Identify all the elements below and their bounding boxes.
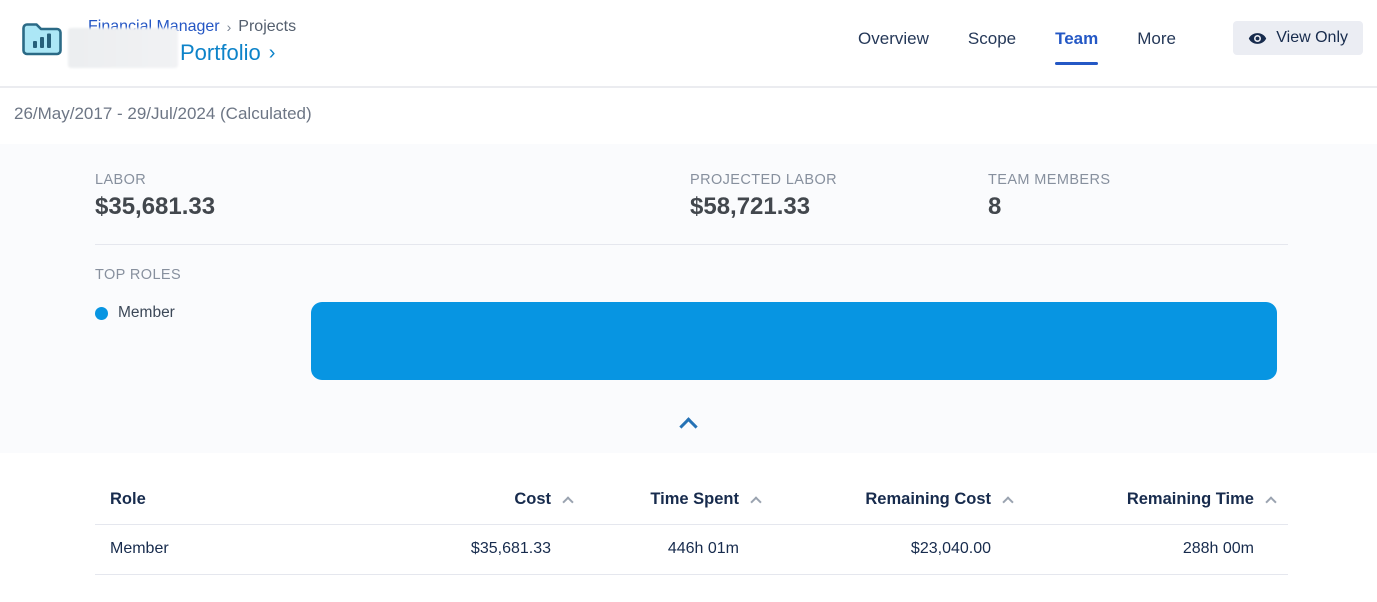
tab-scope[interactable]: Scope xyxy=(967,29,1017,48)
top-roles-heading: TOP ROLES xyxy=(95,267,182,283)
bar-track xyxy=(311,302,1277,380)
top-roles-chart: Member xyxy=(95,302,1277,380)
tab-overview[interactable]: Overview xyxy=(858,29,929,48)
date-range: 26/May/2017 - 29/Jul/2024 (Calculated) xyxy=(14,104,312,123)
stat-value: $58,721.33 xyxy=(690,193,811,220)
roles-table: Role Cost Time Spent Remaining Cost Rema… xyxy=(95,478,1288,575)
breadcrumb-separator-icon: › xyxy=(226,19,232,35)
column-header-remaining-time[interactable]: Remaining Time xyxy=(1025,478,1288,525)
eye-icon xyxy=(1248,29,1267,48)
table-row: Member $35,681.33 446h 01m $23,040.00 28… xyxy=(95,524,1288,575)
column-header-time-spent[interactable]: Time Spent xyxy=(585,478,773,525)
breadcrumb-item-projects[interactable]: Projects xyxy=(238,18,297,35)
cell-time-spent: 446h 01m xyxy=(585,524,773,575)
legend-item-member[interactable]: Member xyxy=(95,304,311,322)
stat-value: $35,681.33 xyxy=(95,193,216,220)
chevron-right-icon: › xyxy=(268,41,276,64)
cell-cost: $35,681.33 xyxy=(355,524,585,575)
column-header-remaining-cost[interactable]: Remaining Cost xyxy=(773,478,1025,525)
legend-dot-member xyxy=(95,306,108,320)
view-only-button[interactable]: View Only xyxy=(1233,21,1363,55)
stat-team-members: TEAM MEMBERS 8 xyxy=(988,172,1110,221)
column-header-cost[interactable]: Cost xyxy=(355,478,585,525)
tab-more[interactable]: More xyxy=(1137,29,1176,48)
tab-bar: Overview Scope Team More xyxy=(858,29,1176,65)
header-left: Financial Manager › Projects Portfolio › xyxy=(0,0,1377,68)
legend-label: Member xyxy=(118,304,175,321)
tab-team[interactable]: Team xyxy=(1055,29,1099,65)
bar-member[interactable] xyxy=(311,302,1277,380)
page-title[interactable]: Portfolio › xyxy=(180,39,276,65)
sort-caret-icon[interactable] xyxy=(991,494,1025,508)
stat-label: PROJECTED LABOR xyxy=(690,172,837,188)
cell-role: Member xyxy=(95,524,355,575)
chart-legend: Member xyxy=(95,302,311,322)
collapse-row xyxy=(0,380,1377,453)
cell-remaining-time: 288h 00m xyxy=(1025,524,1288,575)
table-header-row: Role Cost Time Spent Remaining Cost Rema… xyxy=(95,478,1288,525)
roles-table-wrap: Role Cost Time Spent Remaining Cost Rema… xyxy=(95,478,1288,575)
view-only-label: View Only xyxy=(1276,29,1348,46)
app-header: Financial Manager › Projects Portfolio › … xyxy=(0,0,1377,88)
stats-row: LABOR $35,681.33 PROJECTED LABOR $58,721… xyxy=(95,172,1288,245)
folder-chart-icon xyxy=(22,20,62,68)
title-row: Portfolio › xyxy=(68,28,296,68)
sort-caret-icon[interactable] xyxy=(1254,494,1288,508)
sort-caret-icon[interactable] xyxy=(551,494,585,508)
stat-projected-labor: PROJECTED LABOR $58,721.33 xyxy=(690,172,988,221)
sort-caret-icon[interactable] xyxy=(739,494,773,508)
stat-label: LABOR xyxy=(95,172,147,188)
stat-label: TEAM MEMBERS xyxy=(988,172,1111,188)
stat-value: 8 xyxy=(988,193,1002,220)
cell-remaining-cost: $23,040.00 xyxy=(773,524,1025,575)
redacted-project-name xyxy=(68,28,178,68)
title-block: Financial Manager › Projects Portfolio › xyxy=(68,18,296,68)
chevron-up-icon[interactable] xyxy=(679,417,698,436)
column-header-role: Role xyxy=(95,478,355,525)
stat-labor: LABOR $35,681.33 xyxy=(95,172,690,221)
summary-panel: LABOR $35,681.33 PROJECTED LABOR $58,721… xyxy=(0,144,1377,453)
